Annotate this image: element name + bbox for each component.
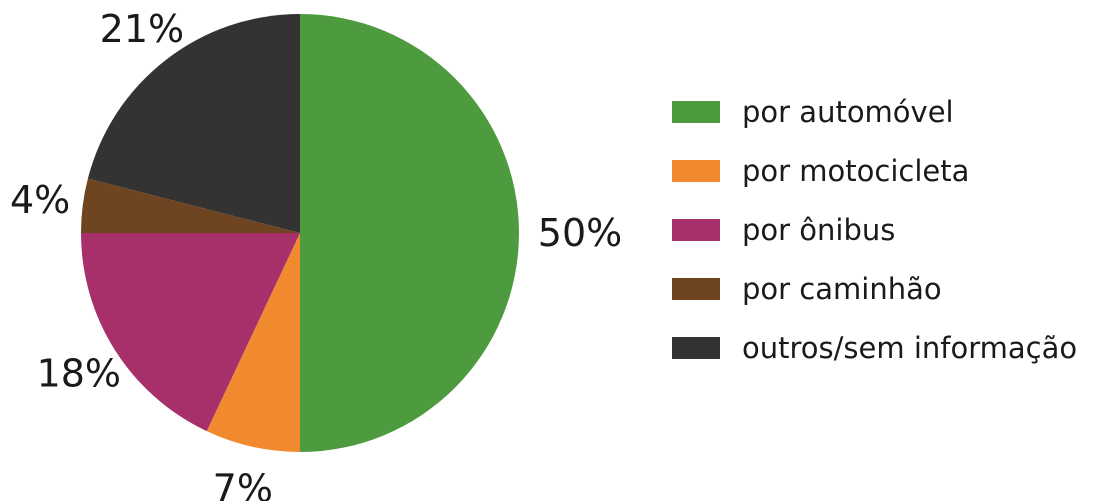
pie-slices [81,14,519,453]
legend-label: por ônibus [742,212,896,247]
legend-swatch-icon [672,100,720,123]
pie-label-caminhao: 4% [10,178,70,222]
pie-label-outros: 21% [100,7,184,51]
pie-label-automovel: 50% [538,211,622,255]
pie-slice-onibus [81,233,300,432]
legend-swatch-icon [672,277,720,300]
legend-swatch-icon [672,218,720,241]
pie-slice-outros [87,14,300,233]
pie-slice-motocicleta [206,233,300,453]
legend-swatch-icon [672,159,720,182]
legend-label: por automóvel [742,94,954,129]
pie-slice-automovel [300,14,519,452]
pie-label-onibus: 18% [37,351,121,395]
legend-item-onibus: por ônibus [672,200,1077,259]
legend-label: outros/sem informação [742,330,1078,365]
chart-legend: por automóvel por motocicleta por ônibus… [672,82,1077,377]
legend-item-automovel: por automóvel [672,82,1077,141]
pie-label-motocicleta: 7% [213,467,273,501]
legend-label: por motocicleta [742,153,970,188]
legend-item-outros: outros/sem informação [672,318,1077,377]
legend-label: por caminhão [742,271,942,306]
legend-item-caminhao: por caminhão [672,259,1077,318]
pie-slice-caminhao [81,178,300,233]
pie-labels: 50% 7% 18% 4% 21% [10,7,622,501]
legend-item-motocicleta: por motocicleta [672,141,1077,200]
legend-swatch-icon [672,336,720,359]
